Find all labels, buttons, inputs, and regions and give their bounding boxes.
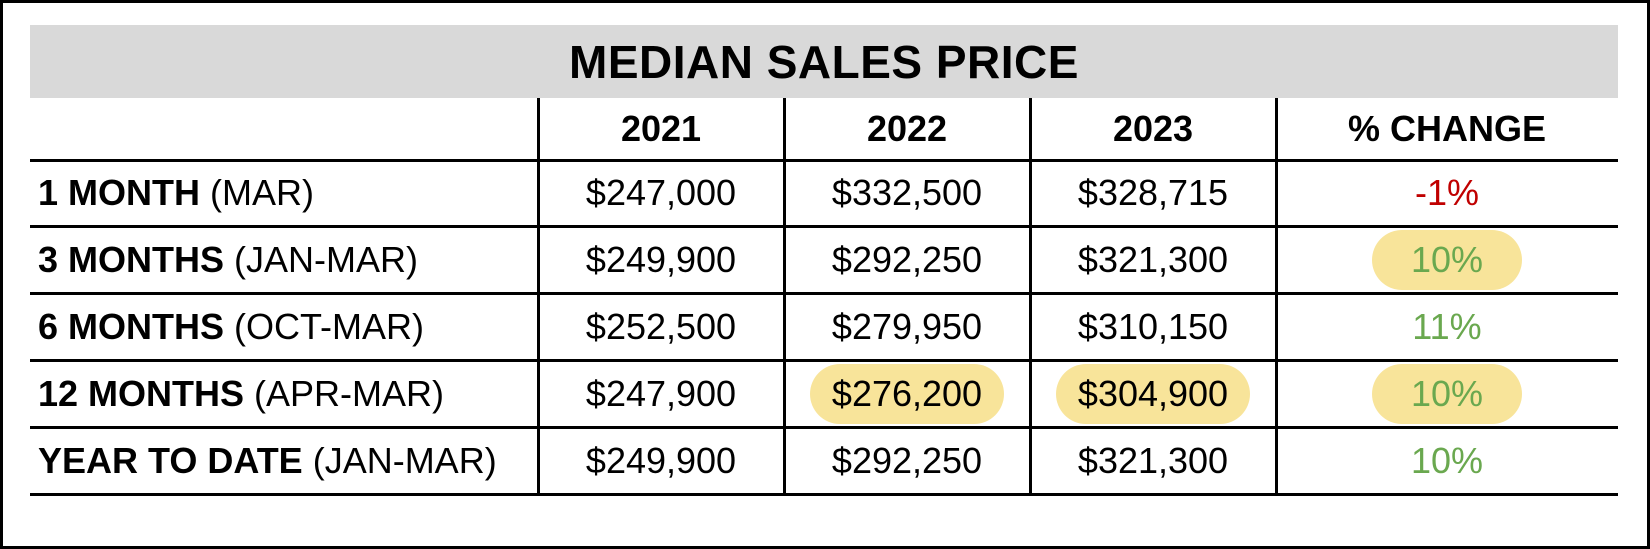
row-divider: [30, 225, 1618, 228]
row-divider: [30, 359, 1618, 362]
column-header-text: 2021: [620, 108, 702, 149]
row-label: YEAR TO DATE (JAN-MAR): [30, 427, 546, 494]
column-header-text: 2022: [866, 108, 948, 149]
row-label: 1 MONTH (MAR): [30, 160, 546, 226]
value-cell: $328,715: [1030, 160, 1276, 226]
row-label-period: (MAR): [200, 172, 314, 213]
change-cell: 10%: [1276, 427, 1618, 494]
price-value: $321,300: [1077, 238, 1229, 280]
price-value: $276,200: [810, 363, 1004, 424]
price-value: $310,150: [1077, 305, 1229, 347]
price-value: $332,500: [831, 172, 983, 213]
value-cell: $247,900: [538, 360, 784, 427]
price-value: $247,900: [585, 372, 737, 414]
row-label-main: 3 MONTHS: [38, 238, 225, 280]
column-header: 2022: [784, 98, 1030, 160]
price-value: $292,250: [831, 439, 983, 481]
change-cell: 10%: [1276, 226, 1618, 293]
row-label-period: (OCT-MAR): [224, 305, 424, 347]
value-cell: $276,200: [784, 360, 1030, 427]
row-label: 12 MONTHS (APR-MAR): [30, 360, 546, 427]
price-value: $247,000: [585, 172, 737, 213]
column-header: 2023: [1030, 98, 1276, 160]
price-value: $328,715: [1077, 172, 1229, 213]
column-header: % CHANGE: [1276, 98, 1618, 160]
change-cell: 11%: [1276, 293, 1618, 360]
value-cell: $292,250: [784, 226, 1030, 293]
value-cell: $252,500: [538, 293, 784, 360]
row-label-main: 1 MONTH: [38, 172, 200, 213]
price-value: $249,900: [585, 439, 737, 481]
value-cell: $247,000: [538, 160, 784, 226]
table-title: MEDIAN SALES PRICE: [569, 35, 1079, 88]
column-divider: [783, 98, 786, 495]
row-label-main: YEAR TO DATE: [38, 439, 303, 481]
price-value: $321,300: [1077, 439, 1229, 481]
price-value: $304,900: [1056, 363, 1250, 424]
row-divider: [30, 159, 1618, 162]
row-label-period: (JAN-MAR): [302, 439, 497, 481]
percent-change: 10%: [1372, 229, 1522, 290]
value-cell: $304,900: [1030, 360, 1276, 427]
row-label-main: 12 MONTHS: [38, 372, 245, 414]
row-label-main: 6 MONTHS: [38, 305, 225, 347]
percent-change: -1%: [1414, 172, 1480, 213]
row-label-period: (APR-MAR): [244, 372, 445, 414]
change-cell: -1%: [1276, 160, 1618, 226]
value-cell: $249,900: [538, 226, 784, 293]
price-value: $249,900: [585, 238, 737, 280]
price-value: $292,250: [831, 238, 983, 280]
column-header: 2021: [538, 98, 784, 160]
value-cell: $279,950: [784, 293, 1030, 360]
column-header-text: % CHANGE: [1347, 108, 1547, 149]
value-cell: $332,500: [784, 160, 1030, 226]
row-label-period: (JAN-MAR): [224, 238, 418, 280]
price-value: $279,950: [831, 305, 983, 347]
change-cell: 10%: [1276, 360, 1618, 427]
value-cell: $321,300: [1030, 427, 1276, 494]
row-label: 3 MONTHS (JAN-MAR): [30, 226, 546, 293]
percent-change: 11%: [1412, 305, 1482, 347]
title-bar: MEDIAN SALES PRICE: [30, 25, 1618, 98]
value-cell: $249,900: [538, 427, 784, 494]
percent-change: 10%: [1372, 363, 1522, 424]
column-divider: [1275, 98, 1278, 495]
row-divider: [30, 426, 1618, 429]
row-label: 6 MONTHS (OCT-MAR): [30, 293, 546, 360]
row-divider: [30, 292, 1618, 295]
row-divider: [30, 493, 1618, 496]
value-cell: $321,300: [1030, 226, 1276, 293]
column-divider: [1029, 98, 1032, 495]
column-header-text: 2023: [1112, 108, 1194, 149]
value-cell: $292,250: [784, 427, 1030, 494]
percent-change: 10%: [1410, 439, 1484, 481]
value-cell: $310,150: [1030, 293, 1276, 360]
price-value: $252,500: [585, 305, 737, 347]
column-divider: [537, 98, 540, 495]
